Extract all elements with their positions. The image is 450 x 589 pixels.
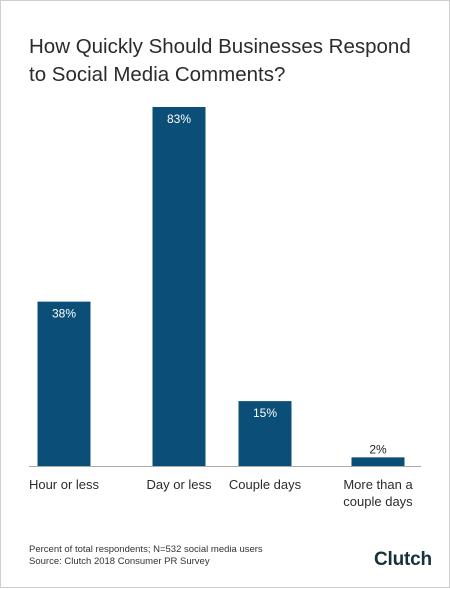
chart-title-line-2: to Social Media Comments?: [29, 63, 286, 86]
bar-value-label-3: 2%: [369, 442, 387, 456]
x-tick-label-1: Day or less: [146, 477, 212, 492]
bar-0: [37, 301, 91, 466]
footnote-source: Source: Clutch 2018 Consumer PR Survey: [29, 556, 210, 567]
chart-title: How Quickly Should Businesses Respond to…: [29, 33, 429, 89]
chart-title-line-1: How Quickly Should Businesses Respond: [29, 35, 411, 58]
x-tick-label-3: More than a couple days: [343, 477, 413, 509]
x-tick-label-0: Hour or less: [29, 477, 100, 492]
footnote-respondents: Percent of total respondents; N=532 soci…: [29, 544, 263, 555]
bar-3: [351, 457, 405, 466]
bar-value-label-0: 38%: [52, 307, 76, 321]
bar-value-label-2: 15%: [253, 406, 277, 420]
bar-1: [152, 107, 206, 466]
bar-2: [238, 401, 292, 466]
clutch-logo: Clutch: [374, 549, 432, 571]
bar-value-label-1: 83%: [167, 112, 191, 126]
chart-footnote: Percent of total respondents; N=532 soci…: [29, 544, 263, 568]
x-tick-label-2: Couple days: [229, 477, 302, 492]
clutch-logo-text: Clutch: [374, 549, 432, 570]
